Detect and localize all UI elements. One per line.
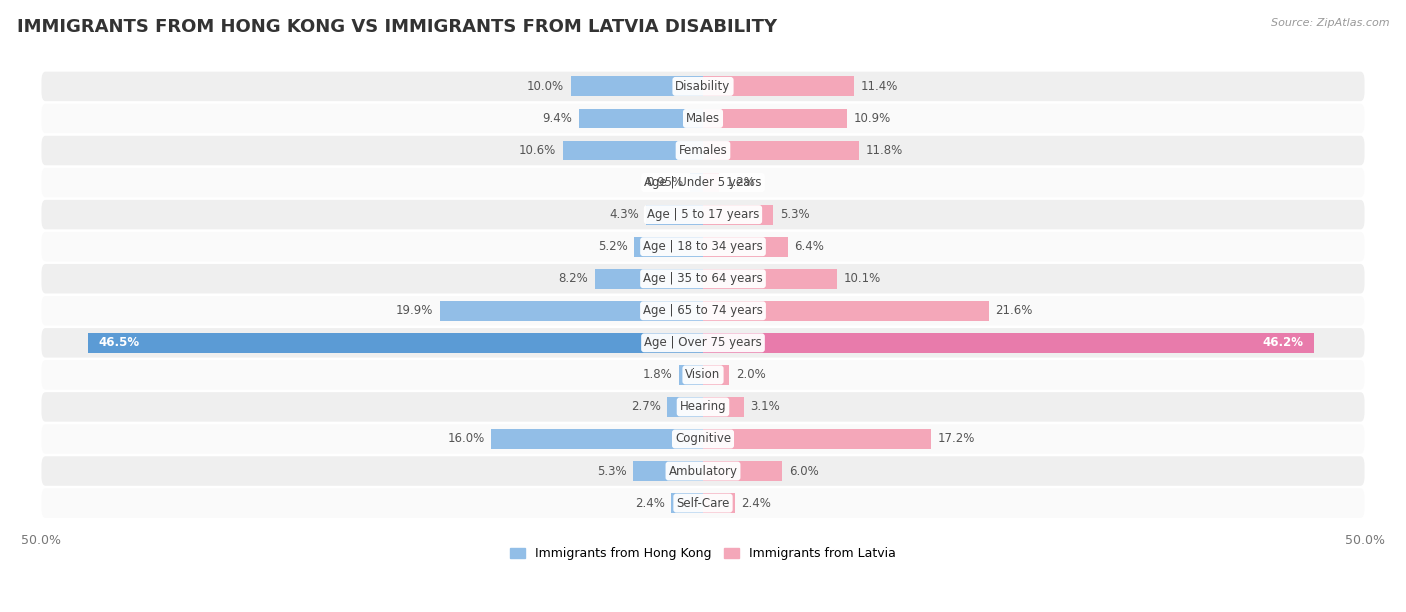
Text: 16.0%: 16.0% bbox=[447, 433, 485, 446]
FancyBboxPatch shape bbox=[41, 328, 1365, 357]
Text: 5.3%: 5.3% bbox=[596, 465, 626, 477]
FancyBboxPatch shape bbox=[41, 488, 1365, 518]
Bar bbox=[703, 141, 859, 160]
Text: 1.8%: 1.8% bbox=[643, 368, 672, 381]
Bar bbox=[703, 269, 837, 289]
Text: 10.6%: 10.6% bbox=[519, 144, 557, 157]
FancyBboxPatch shape bbox=[41, 264, 1365, 294]
Text: IMMIGRANTS FROM HONG KONG VS IMMIGRANTS FROM LATVIA DISABILITY: IMMIGRANTS FROM HONG KONG VS IMMIGRANTS … bbox=[17, 18, 778, 36]
Text: 11.4%: 11.4% bbox=[860, 80, 898, 93]
Bar bbox=[703, 108, 848, 129]
Bar bbox=[595, 269, 703, 289]
Text: Females: Females bbox=[679, 144, 727, 157]
Text: 11.8%: 11.8% bbox=[866, 144, 903, 157]
FancyBboxPatch shape bbox=[41, 360, 1365, 390]
Bar bbox=[703, 461, 782, 481]
Text: Age | 5 to 17 years: Age | 5 to 17 years bbox=[647, 208, 759, 221]
Text: 1.2%: 1.2% bbox=[725, 176, 755, 189]
FancyBboxPatch shape bbox=[41, 392, 1365, 422]
Text: Ambulatory: Ambulatory bbox=[668, 465, 738, 477]
Text: 10.1%: 10.1% bbox=[844, 272, 880, 285]
Text: Males: Males bbox=[686, 112, 720, 125]
Text: Age | 18 to 34 years: Age | 18 to 34 years bbox=[643, 240, 763, 253]
Text: 6.0%: 6.0% bbox=[789, 465, 818, 477]
FancyBboxPatch shape bbox=[41, 200, 1365, 230]
FancyBboxPatch shape bbox=[41, 103, 1365, 133]
Text: 8.2%: 8.2% bbox=[558, 272, 588, 285]
Bar bbox=[671, 493, 703, 513]
Bar bbox=[690, 173, 703, 193]
Text: Age | 35 to 64 years: Age | 35 to 64 years bbox=[643, 272, 763, 285]
Bar bbox=[579, 108, 703, 129]
FancyBboxPatch shape bbox=[41, 72, 1365, 101]
Bar bbox=[703, 429, 931, 449]
FancyBboxPatch shape bbox=[41, 136, 1365, 165]
Bar bbox=[571, 76, 703, 96]
Text: Age | Under 5 years: Age | Under 5 years bbox=[644, 176, 762, 189]
Legend: Immigrants from Hong Kong, Immigrants from Latvia: Immigrants from Hong Kong, Immigrants fr… bbox=[505, 542, 901, 565]
Bar bbox=[634, 237, 703, 256]
Text: 10.9%: 10.9% bbox=[853, 112, 891, 125]
Text: 4.3%: 4.3% bbox=[610, 208, 640, 221]
FancyBboxPatch shape bbox=[41, 168, 1365, 197]
Bar bbox=[703, 397, 744, 417]
Bar bbox=[668, 397, 703, 417]
Bar bbox=[679, 365, 703, 385]
Text: 5.3%: 5.3% bbox=[780, 208, 810, 221]
FancyBboxPatch shape bbox=[41, 457, 1365, 486]
FancyBboxPatch shape bbox=[41, 424, 1365, 453]
Text: 6.4%: 6.4% bbox=[794, 240, 824, 253]
Text: 2.4%: 2.4% bbox=[741, 496, 772, 510]
Bar bbox=[491, 429, 703, 449]
Text: Age | Over 75 years: Age | Over 75 years bbox=[644, 337, 762, 349]
Text: Disability: Disability bbox=[675, 80, 731, 93]
Text: 3.1%: 3.1% bbox=[751, 400, 780, 414]
Text: Cognitive: Cognitive bbox=[675, 433, 731, 446]
Text: 2.0%: 2.0% bbox=[737, 368, 766, 381]
Bar bbox=[703, 493, 735, 513]
FancyBboxPatch shape bbox=[41, 296, 1365, 326]
Text: Source: ZipAtlas.com: Source: ZipAtlas.com bbox=[1271, 18, 1389, 28]
Bar bbox=[703, 204, 773, 225]
Text: 2.7%: 2.7% bbox=[631, 400, 661, 414]
Text: 46.5%: 46.5% bbox=[98, 337, 139, 349]
Text: 17.2%: 17.2% bbox=[938, 433, 974, 446]
Text: Self-Care: Self-Care bbox=[676, 496, 730, 510]
Text: Hearing: Hearing bbox=[679, 400, 727, 414]
Text: 19.9%: 19.9% bbox=[395, 304, 433, 317]
Bar bbox=[703, 76, 853, 96]
Bar bbox=[703, 301, 988, 321]
Bar bbox=[703, 237, 787, 256]
Bar bbox=[440, 301, 703, 321]
Text: 21.6%: 21.6% bbox=[995, 304, 1033, 317]
Bar bbox=[647, 204, 703, 225]
Text: 9.4%: 9.4% bbox=[543, 112, 572, 125]
Text: Vision: Vision bbox=[685, 368, 721, 381]
Text: 2.4%: 2.4% bbox=[634, 496, 665, 510]
Text: 0.95%: 0.95% bbox=[647, 176, 683, 189]
Text: 5.2%: 5.2% bbox=[598, 240, 627, 253]
Bar bbox=[87, 333, 703, 353]
Text: 10.0%: 10.0% bbox=[527, 80, 564, 93]
Bar bbox=[703, 173, 718, 193]
Bar bbox=[703, 333, 1315, 353]
Bar bbox=[562, 141, 703, 160]
Text: Age | 65 to 74 years: Age | 65 to 74 years bbox=[643, 304, 763, 317]
Bar bbox=[633, 461, 703, 481]
Text: 46.2%: 46.2% bbox=[1263, 337, 1303, 349]
FancyBboxPatch shape bbox=[41, 232, 1365, 261]
Bar bbox=[703, 365, 730, 385]
